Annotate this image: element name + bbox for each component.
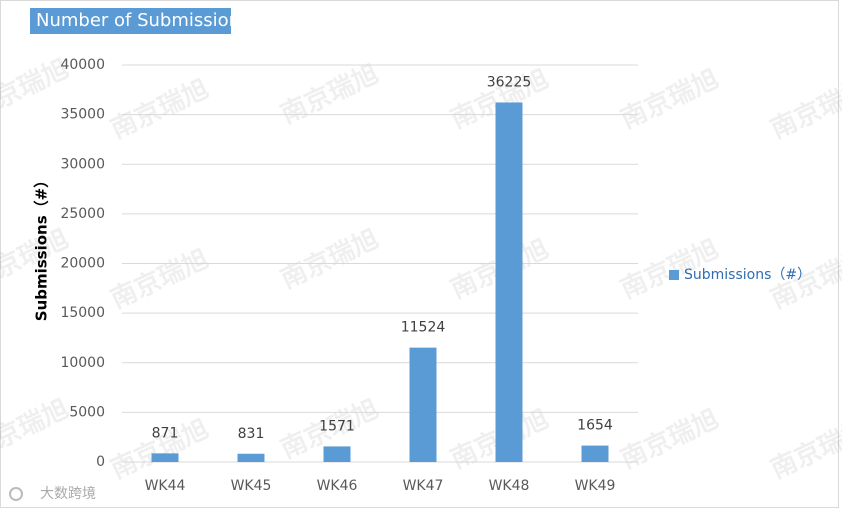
x-tick-label: WK46 <box>317 478 358 494</box>
data-label: 871 <box>152 425 179 441</box>
y-tick-label: 5000 <box>69 404 105 420</box>
y-tick-label: 10000 <box>60 355 105 371</box>
logo-text: 大数跨境 <box>40 486 96 502</box>
y-tick-label: 20000 <box>60 256 105 272</box>
y-tick-label: 35000 <box>60 107 105 123</box>
x-tick-label: WK48 <box>489 478 530 494</box>
bar <box>323 446 351 462</box>
chart-title: Number of Submissions <box>36 10 249 31</box>
logo: 大数跨境 <box>9 486 96 502</box>
bar <box>151 453 179 462</box>
y-axis-label: Submissions（#） <box>33 173 51 321</box>
legend-swatch <box>669 270 679 280</box>
bar <box>581 445 609 462</box>
title-box <box>30 8 231 34</box>
y-tick-label: 30000 <box>60 156 105 172</box>
x-tick-label: WK49 <box>575 478 616 494</box>
bar <box>237 453 265 462</box>
y-tick-label: 40000 <box>60 57 105 73</box>
x-tick-label: WK44 <box>145 478 186 494</box>
bar <box>409 347 437 462</box>
y-tick-label: 25000 <box>60 206 105 222</box>
data-label: 1654 <box>577 418 613 434</box>
data-label: 831 <box>238 426 265 442</box>
logo-icon <box>9 487 23 501</box>
bar <box>495 102 523 463</box>
legend-label: Submissions（#） <box>684 267 811 283</box>
y-tick-label: 15000 <box>60 305 105 321</box>
x-tick-label: WK47 <box>403 478 444 494</box>
data-label: 11524 <box>401 320 446 336</box>
x-tick-label: WK45 <box>231 478 272 494</box>
data-label: 36225 <box>487 74 532 90</box>
y-tick-label: 0 <box>96 454 105 470</box>
data-label: 1571 <box>319 418 355 434</box>
